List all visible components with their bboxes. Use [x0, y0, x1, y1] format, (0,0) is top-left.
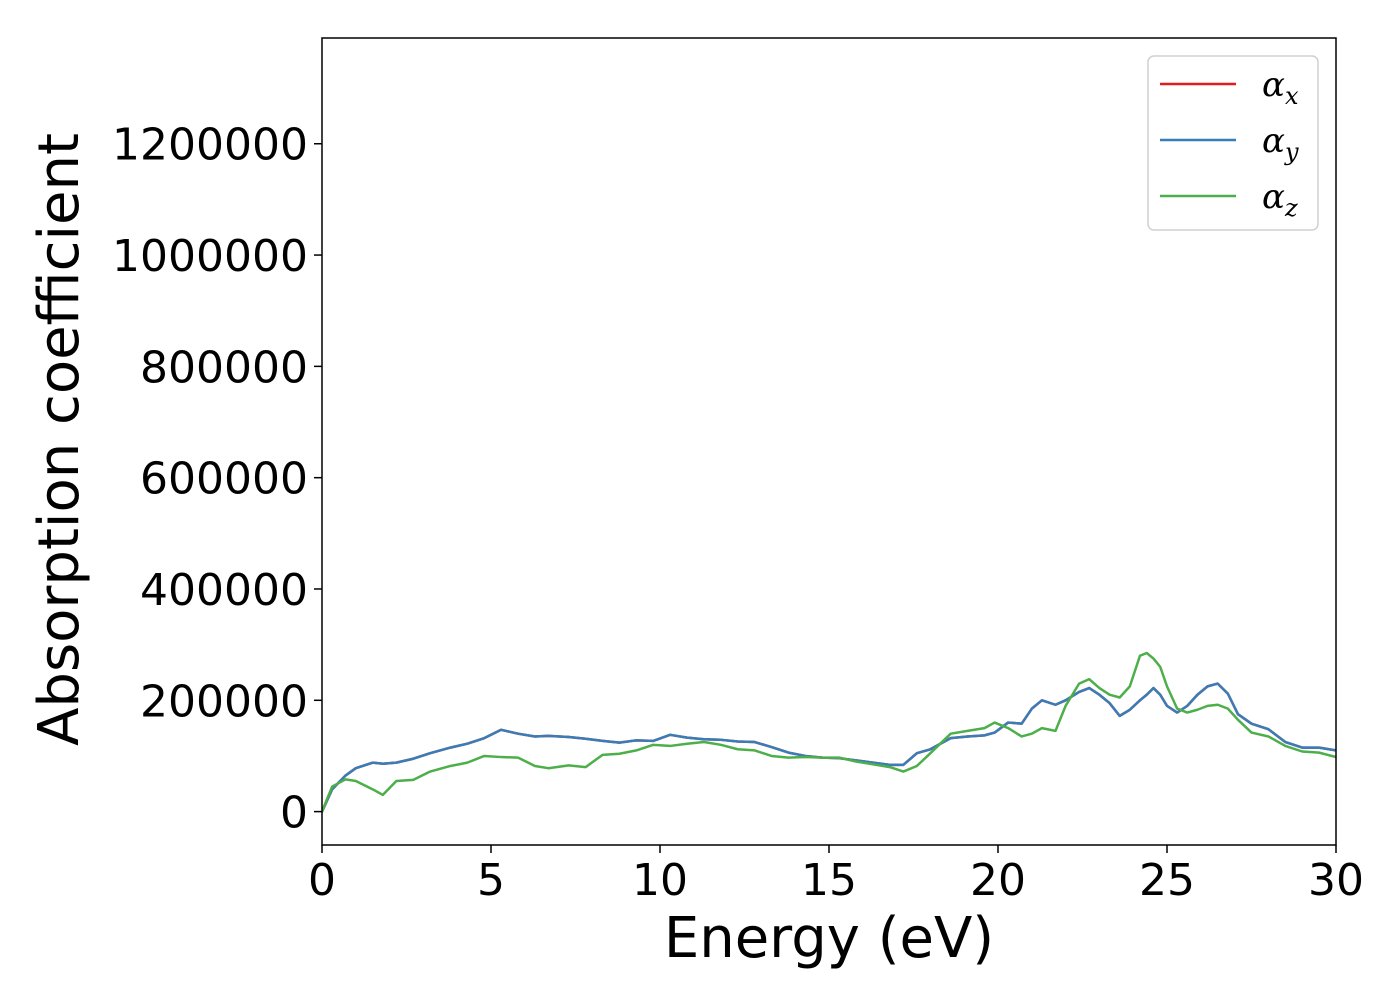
legend-label-x: αx [1262, 65, 1299, 110]
series-line-y [322, 682, 1336, 813]
y-tick-label: 1000000 [112, 231, 308, 282]
legend-label-y: αy [1262, 121, 1299, 166]
axis-layer: 0 5 10 15 20 25 30 0 200000 400000 600000 800000 100… [112, 120, 1364, 906]
series-line-z [322, 651, 1336, 813]
y-tick-label: 0 [280, 788, 308, 839]
series-layer [322, 651, 1336, 813]
x-axis-title: Energy (eV) [664, 906, 994, 971]
x-tick-label: 10 [632, 855, 688, 906]
y-tick-label: 200000 [140, 676, 308, 727]
y-tick-label: 800000 [140, 342, 308, 393]
x-tick-label: 30 [1308, 855, 1364, 906]
legend-label-z: αz [1262, 177, 1298, 222]
x-tick-label: 15 [801, 855, 857, 906]
x-tick-label: 5 [477, 855, 505, 906]
y-tick-label: 400000 [140, 565, 308, 616]
x-tick-label: 25 [1139, 855, 1195, 906]
y-tick-label: 600000 [140, 454, 308, 505]
x-tick-label: 0 [308, 855, 336, 906]
y-axis-title: Absorption coefficient [27, 133, 92, 746]
x-tick-label: 20 [970, 855, 1026, 906]
series-line-x [322, 682, 1336, 813]
y-tick-label: 1200000 [112, 120, 308, 171]
legend-box [1147, 55, 1319, 231]
legend: αx αy αz [1147, 55, 1319, 231]
